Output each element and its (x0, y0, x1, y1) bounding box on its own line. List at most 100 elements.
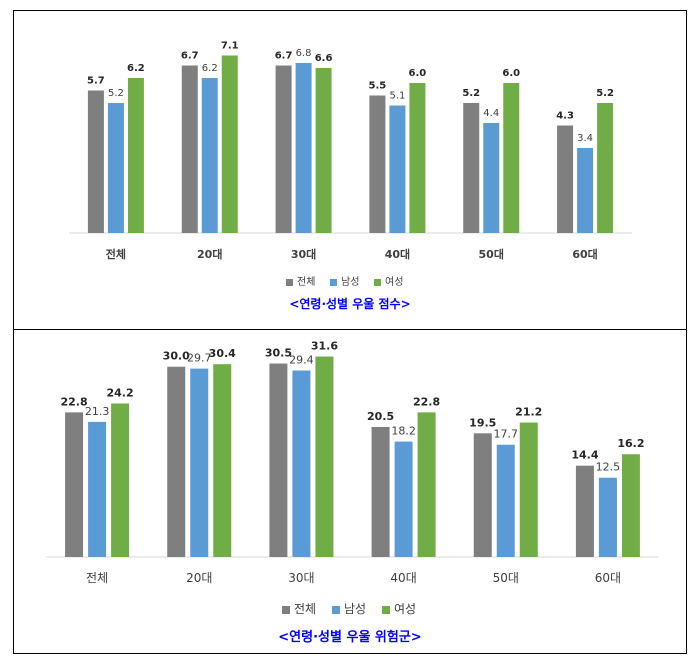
chart-panel-depression-risk: 22.8 21.3 24.2 전체 30.0 29.7 30.4 20대 30.5 29.4 31.… (13, 330, 687, 654)
bar-30대-남성 (292, 370, 311, 557)
plot-area: 22.821.324.2전체30.029.730.420대30.529.431.… (46, 340, 659, 585)
legend-label: 남성 (344, 602, 366, 616)
bar-전체-여성 (127, 78, 144, 233)
bar-40대-전체 (369, 95, 386, 233)
data-label: 30.0 (163, 350, 190, 363)
data-label: 30.5 (265, 347, 292, 360)
data-label: 3.4 (577, 133, 593, 144)
bar-50대-남성 (483, 123, 500, 233)
bar-40대-남성 (389, 105, 406, 233)
bar-60대-여성 (621, 454, 640, 557)
legend-swatch (374, 279, 381, 286)
data-label: 5.2 (596, 88, 614, 99)
bar-30대-전체 (275, 65, 292, 233)
legend: 전체 남성 여성 (286, 276, 403, 288)
x-tick-label: 30대 (288, 571, 314, 585)
data-label: 5.7 (87, 76, 105, 87)
bar-50대-전체 (473, 433, 492, 557)
data-label: 6.2 (127, 63, 145, 74)
bar-50대-여성 (519, 422, 538, 557)
chart-caption: <연령·성별 우울 위험군> (278, 629, 421, 645)
legend-label: 전체 (297, 276, 315, 288)
bar-50대-전체 (463, 103, 480, 233)
data-label: 7.1 (221, 41, 239, 52)
bar-chart-depression-risk: 22.821.324.2전체30.029.730.420대30.529.431.… (46, 340, 659, 645)
data-label: 6.7 (275, 51, 293, 62)
bar-40대-여성 (417, 412, 436, 557)
x-tick-label: 전체 (106, 247, 126, 261)
bar-60대-전체 (557, 125, 574, 233)
x-tick-label: 20대 (197, 247, 222, 261)
data-label: 5.1 (389, 91, 405, 102)
data-label: 17.7 (494, 428, 519, 441)
legend-swatch (332, 606, 340, 614)
bar-20대-전체 (181, 65, 198, 233)
bar-30대-남성 (295, 63, 312, 233)
bar-40대-전체 (371, 426, 390, 557)
bar-50대-남성 (496, 444, 515, 557)
legend-label: 남성 (341, 276, 359, 288)
bar-전체-남성 (88, 421, 107, 557)
chart-caption: <연령·성별 우울 점수> (289, 296, 410, 311)
legend-swatch (382, 606, 390, 614)
data-label: 29.4 (289, 354, 314, 367)
x-tick-label: 20대 (186, 571, 212, 585)
x-tick-label: 전체 (86, 571, 108, 585)
chart-panel-depression-score: 5.7 5.2 6.2 전체 6.7 6.2 7.1 20대 6.7 6.8 6.6 30대 5.5 5.… (13, 10, 687, 330)
data-label: 4.4 (483, 108, 499, 119)
data-label: 18.2 (391, 425, 416, 438)
bar-40대-여성 (409, 83, 426, 233)
legend-label: 여성 (394, 602, 416, 616)
data-label: 5.5 (369, 81, 387, 92)
data-label: 16.2 (617, 437, 644, 450)
data-label: 24.2 (107, 387, 134, 400)
data-label: 6.0 (502, 68, 520, 79)
bar-60대-전체 (575, 465, 594, 557)
data-label: 22.8 (413, 395, 440, 408)
x-tick-label: 40대 (385, 247, 410, 261)
data-label: 5.2 (108, 88, 124, 99)
legend: 전체 남성 여성 (282, 602, 416, 616)
data-label: 21.3 (85, 405, 110, 418)
data-label: 6.0 (409, 68, 427, 79)
bar-40대-남성 (394, 441, 413, 557)
bar-30대-여성 (315, 356, 334, 557)
bar-20대-전체 (167, 366, 186, 557)
x-tick-label: 40대 (390, 571, 416, 585)
data-label: 12.5 (596, 461, 621, 474)
legend-swatch (330, 279, 337, 286)
x-tick-label: 30대 (291, 247, 316, 261)
data-label: 30.4 (209, 347, 236, 360)
legend-label: 여성 (385, 276, 403, 288)
data-label: 6.6 (315, 53, 333, 64)
bar-30대-전체 (269, 363, 288, 557)
bar-전체-여성 (111, 403, 130, 557)
data-label: 5.2 (462, 88, 480, 99)
data-label: 31.6 (311, 340, 338, 353)
bar-30대-여성 (315, 68, 332, 233)
legend-label: 전체 (294, 602, 316, 616)
bar-50대-여성 (503, 83, 520, 233)
bar-20대-남성 (201, 78, 218, 233)
data-label: 29.7 (187, 352, 212, 365)
x-tick-label: 50대 (493, 571, 519, 585)
bar-전체-전체 (87, 90, 104, 233)
bar-전체-전체 (65, 412, 84, 557)
data-label: 6.8 (296, 48, 312, 59)
x-tick-label: 60대 (572, 247, 597, 261)
bar-20대-남성 (190, 368, 209, 557)
data-label: 6.2 (202, 63, 218, 74)
data-label: 21.2 (515, 406, 542, 419)
data-label: 22.8 (61, 395, 88, 408)
bar-전체-남성 (107, 103, 124, 233)
data-label: 14.4 (571, 449, 598, 462)
bar-60대-남성 (577, 148, 594, 233)
data-label: 19.5 (469, 416, 496, 429)
x-tick-label: 50대 (479, 247, 504, 261)
bar-60대-남성 (598, 477, 617, 557)
legend-swatch (286, 279, 293, 286)
x-tick-label: 60대 (595, 571, 621, 585)
bar-20대-여성 (221, 55, 238, 233)
